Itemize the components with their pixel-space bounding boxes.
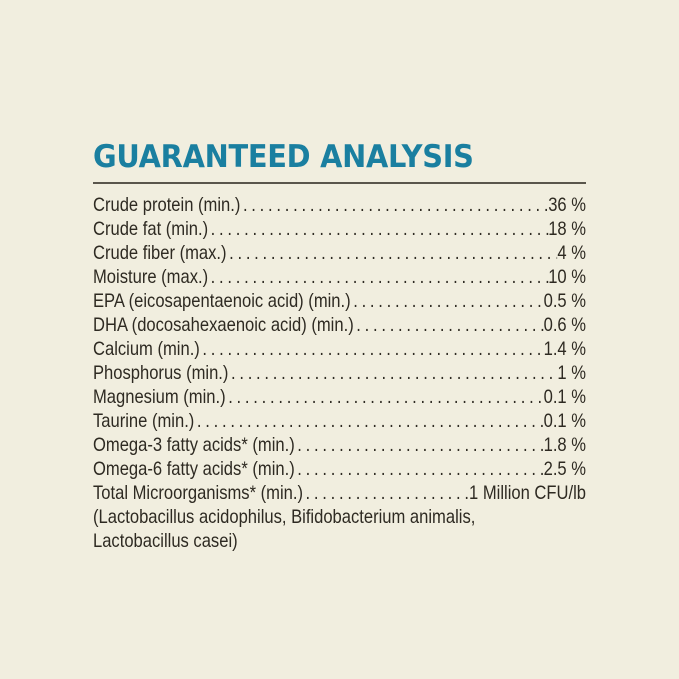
nutrient-label: Magnesium (min.)	[93, 386, 226, 408]
analysis-row: DHA (docosahexaenoic acid) (min.) 0.6 %	[93, 313, 586, 337]
microorganism-note: (Lactobacillus acidophilus, Bifidobacter…	[93, 506, 476, 528]
nutrient-value: 1.4 %	[543, 338, 586, 360]
dot-leader	[227, 241, 558, 265]
dot-leader	[354, 313, 544, 337]
divider	[93, 182, 586, 184]
dot-leader	[208, 217, 548, 241]
dot-leader	[295, 433, 544, 457]
nutrient-label: Crude fiber (max.)	[93, 242, 227, 264]
analysis-row: Total Microorganisms* (min.) 1 Million CF…	[93, 481, 586, 505]
nutrient-label: Crude protein (min.)	[93, 194, 241, 216]
nutrient-value: 0.5 %	[543, 290, 586, 312]
analysis-row: Crude fat (min.) 18 %	[93, 217, 586, 241]
analysis-row: Taurine (min.) 0.1 %	[93, 409, 586, 433]
nutrient-value: 1 %	[557, 362, 586, 384]
nutrient-label: Calcium (min.)	[93, 338, 200, 360]
analysis-row: Calcium (min.) 1.4 %	[93, 337, 586, 361]
nutrient-value: 1 Million CFU/lb	[469, 482, 586, 504]
nutrient-value: 0.1 %	[543, 386, 586, 408]
nutrient-value: 18 %	[548, 218, 586, 240]
analysis-row: Moisture (max.) 10 %	[93, 265, 586, 289]
nutrient-label: Omega-3 fatty acids* (min.)	[93, 434, 295, 456]
analysis-row: Crude protein (min.) 36 %	[93, 193, 586, 217]
nutrient-value: 0.6 %	[543, 314, 586, 336]
dot-leader	[240, 193, 548, 217]
nutrient-label: Moisture (max.)	[93, 266, 209, 288]
dot-leader	[226, 385, 544, 409]
nutrient-label: Total Microorganisms* (min.)	[93, 482, 304, 504]
dot-leader	[228, 361, 557, 385]
dot-leader	[208, 265, 548, 289]
dot-leader	[351, 289, 544, 313]
dot-leader	[200, 337, 544, 361]
analysis-row: EPA (eicosapentaenoic acid) (min.) 0.5 %	[93, 289, 586, 313]
nutrient-value: 4 %	[557, 242, 586, 264]
analysis-list: Crude protein (min.)36 %Crude fat (min.)…	[93, 193, 586, 553]
nutrient-value: 10 %	[548, 266, 586, 288]
analysis-row: Phosphorus (min.) 1 %	[93, 361, 586, 385]
analysis-row: Magnesium (min.) 0.1 %	[93, 385, 586, 409]
nutrient-value: 36 %	[548, 194, 586, 216]
analysis-row: Crude fiber (max.) 4 %	[93, 241, 586, 265]
microorganism-note: Lactobacillus casei)	[93, 530, 238, 552]
nutrient-label: Taurine (min.)	[93, 410, 195, 432]
nutrient-label: Crude fat (min.)	[93, 218, 209, 240]
nutrient-label: EPA (eicosapentaenoic acid) (min.)	[93, 290, 351, 312]
dot-leader	[295, 457, 544, 481]
nutrient-value: 0.1 %	[543, 410, 586, 432]
analysis-row: Omega-3 fatty acids* (min.) 1.8 %	[93, 433, 586, 457]
nutrient-label: Omega-6 fatty acids* (min.)	[93, 458, 295, 480]
nutrient-label: Phosphorus (min.)	[93, 362, 229, 384]
nutrient-value: 2.5 %	[543, 458, 586, 480]
nutrient-value: 1.8 %	[543, 434, 586, 456]
dot-leader	[303, 481, 469, 505]
analysis-row: Omega-6 fatty acids* (min.) 2.5 %	[93, 457, 586, 481]
dot-leader	[194, 409, 543, 433]
page-title: GUARANTEED ANALYSIS	[93, 139, 474, 175]
nutrient-label: DHA (docosahexaenoic acid) (min.)	[93, 314, 354, 336]
